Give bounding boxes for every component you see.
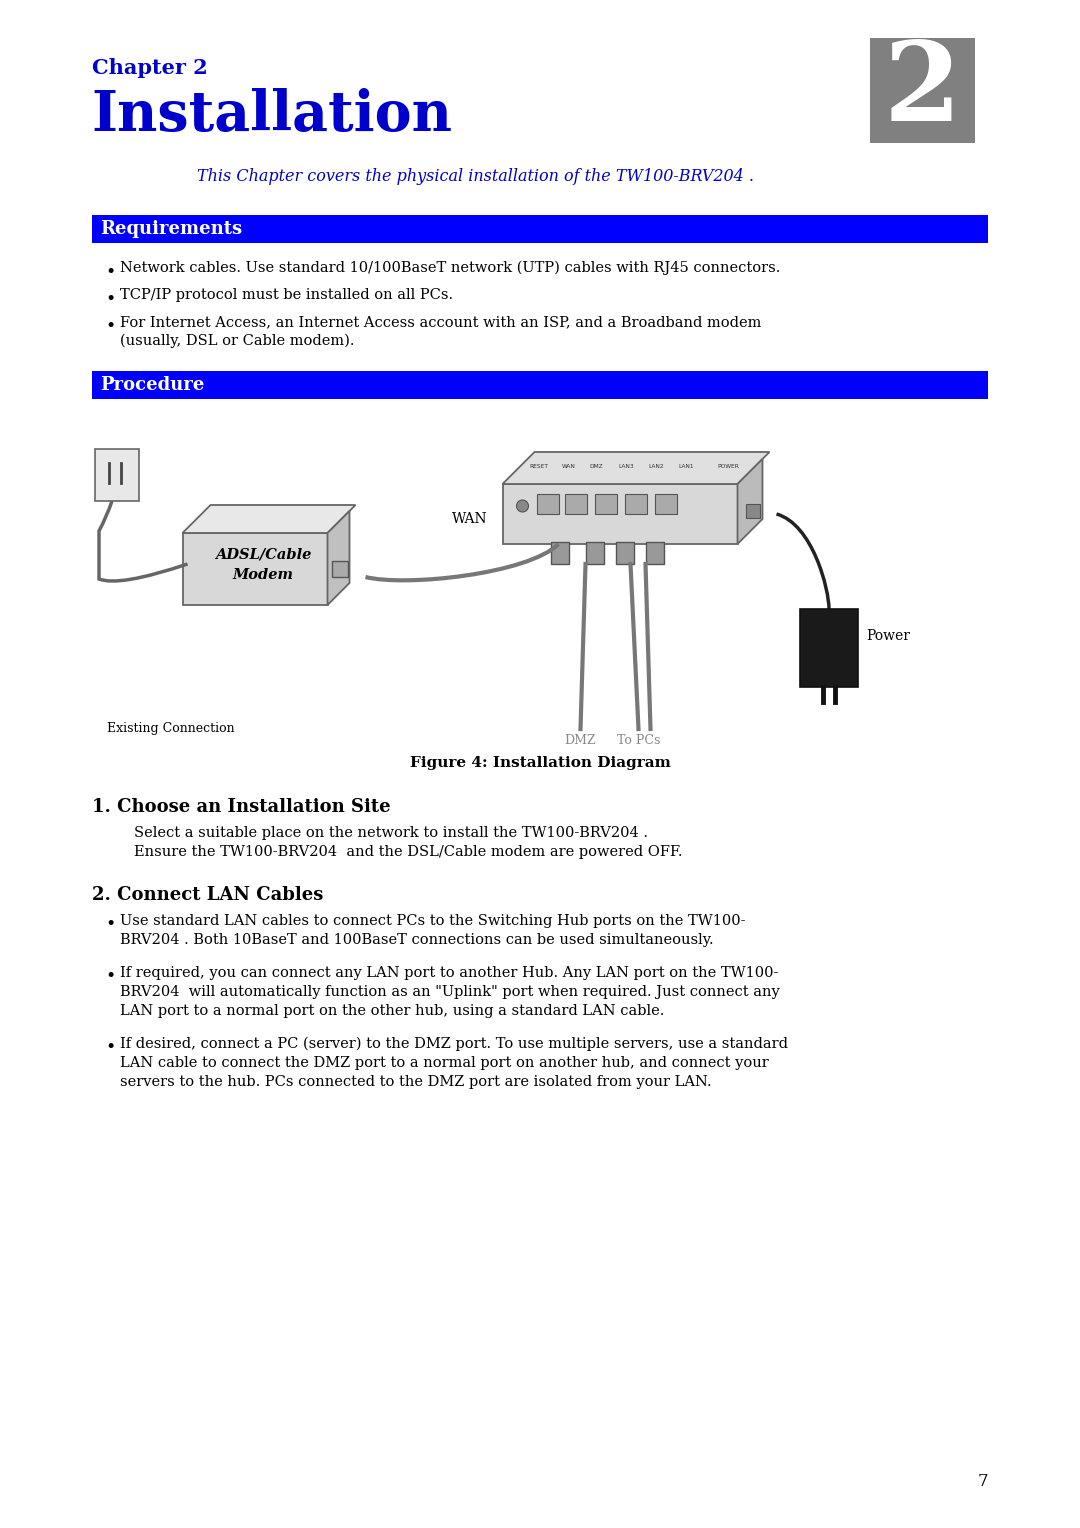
Text: LAN1: LAN1 xyxy=(678,463,694,469)
Bar xyxy=(92,215,988,243)
Text: LAN3: LAN3 xyxy=(619,463,634,469)
Text: LAN port to a normal port on the other hub, using a standard LAN cable.: LAN port to a normal port on the other h… xyxy=(120,1004,664,1018)
Bar xyxy=(624,494,647,513)
Text: 1. Choose an Installation Site: 1. Choose an Installation Site xyxy=(92,798,391,816)
Text: Chapter 2: Chapter 2 xyxy=(92,58,207,78)
Bar xyxy=(537,494,558,513)
Text: DMZ: DMZ xyxy=(565,733,596,747)
Text: LAN cable to connect the DMZ port to a normal port on another hub, and connect y: LAN cable to connect the DMZ port to a n… xyxy=(120,1056,769,1070)
Text: 2. Connect LAN Cables: 2. Connect LAN Cables xyxy=(92,886,323,905)
Polygon shape xyxy=(738,458,762,544)
Bar xyxy=(616,542,634,564)
Text: 7: 7 xyxy=(977,1473,988,1490)
Bar xyxy=(585,542,604,564)
Circle shape xyxy=(516,500,528,512)
Text: Existing Connection: Existing Connection xyxy=(107,723,234,735)
Text: •: • xyxy=(106,290,116,309)
Text: Figure 4: Installation Diagram: Figure 4: Installation Diagram xyxy=(409,756,671,770)
Text: Network cables. Use standard 10/100BaseT network (UTP) cables with RJ45 connecto: Network cables. Use standard 10/100BaseT… xyxy=(120,261,780,275)
Text: •: • xyxy=(106,967,116,986)
Text: Ensure the TW100-BRV204  and the DSL/Cable modem are powered OFF.: Ensure the TW100-BRV204 and the DSL/Cabl… xyxy=(134,845,683,859)
Polygon shape xyxy=(183,504,355,533)
Text: •: • xyxy=(106,316,116,335)
Text: To PCs: To PCs xyxy=(617,733,660,747)
Text: 2: 2 xyxy=(883,37,961,144)
Text: (usually, DSL or Cable modem).: (usually, DSL or Cable modem). xyxy=(120,335,354,348)
Text: •: • xyxy=(106,915,116,934)
Text: Power: Power xyxy=(866,630,910,643)
Text: Modem: Modem xyxy=(232,568,294,582)
Bar xyxy=(654,494,676,513)
Bar xyxy=(800,610,858,688)
Polygon shape xyxy=(327,510,350,605)
Text: This Chapter covers the physical installation of the TW100-BRV204 .: This Chapter covers the physical install… xyxy=(197,168,754,185)
Text: WAN: WAN xyxy=(562,463,576,469)
Text: •: • xyxy=(106,1038,116,1056)
Bar xyxy=(92,371,988,399)
Bar xyxy=(183,533,327,605)
Bar xyxy=(95,449,139,501)
Text: Select a suitable place on the network to install the TW100-BRV204 .: Select a suitable place on the network t… xyxy=(134,827,648,840)
Bar xyxy=(332,561,348,578)
Text: BRV204  will automatically function as an "Uplink" port when required. Just conn: BRV204 will automatically function as an… xyxy=(120,986,780,999)
Text: servers to the hub. PCs connected to the DMZ port are isolated from your LAN.: servers to the hub. PCs connected to the… xyxy=(120,1076,712,1089)
Text: For Internet Access, an Internet Access account with an ISP, and a Broadband mod: For Internet Access, an Internet Access … xyxy=(120,315,761,329)
Text: TCP/IP protocol must be installed on all PCs.: TCP/IP protocol must be installed on all… xyxy=(120,287,453,303)
Text: WAN: WAN xyxy=(451,512,487,526)
Bar xyxy=(502,484,738,544)
Bar xyxy=(870,38,975,144)
Text: Procedure: Procedure xyxy=(99,376,204,394)
Text: POWER: POWER xyxy=(717,463,740,469)
Text: Requirements: Requirements xyxy=(99,220,242,238)
Text: RESET: RESET xyxy=(529,463,548,469)
Text: DMZ: DMZ xyxy=(590,463,604,469)
Bar xyxy=(565,494,586,513)
Bar xyxy=(745,504,759,518)
Text: ADSL/Cable: ADSL/Cable xyxy=(215,549,311,562)
Bar xyxy=(594,494,617,513)
Bar xyxy=(646,542,663,564)
Text: Installation: Installation xyxy=(92,89,453,144)
Bar xyxy=(551,542,568,564)
Text: Use standard LAN cables to connect PCs to the Switching Hub ports on the TW100-: Use standard LAN cables to connect PCs t… xyxy=(120,914,745,927)
Text: BRV204 . Both 10BaseT and 100BaseT connections can be used simultaneously.: BRV204 . Both 10BaseT and 100BaseT conne… xyxy=(120,934,714,947)
Text: •: • xyxy=(106,263,116,281)
Text: LAN2: LAN2 xyxy=(649,463,664,469)
Polygon shape xyxy=(502,452,769,484)
Text: If desired, connect a PC (server) to the DMZ port. To use multiple servers, use : If desired, connect a PC (server) to the… xyxy=(120,1038,787,1051)
Text: If required, you can connect any LAN port to another Hub. Any LAN port on the TW: If required, you can connect any LAN por… xyxy=(120,966,779,979)
